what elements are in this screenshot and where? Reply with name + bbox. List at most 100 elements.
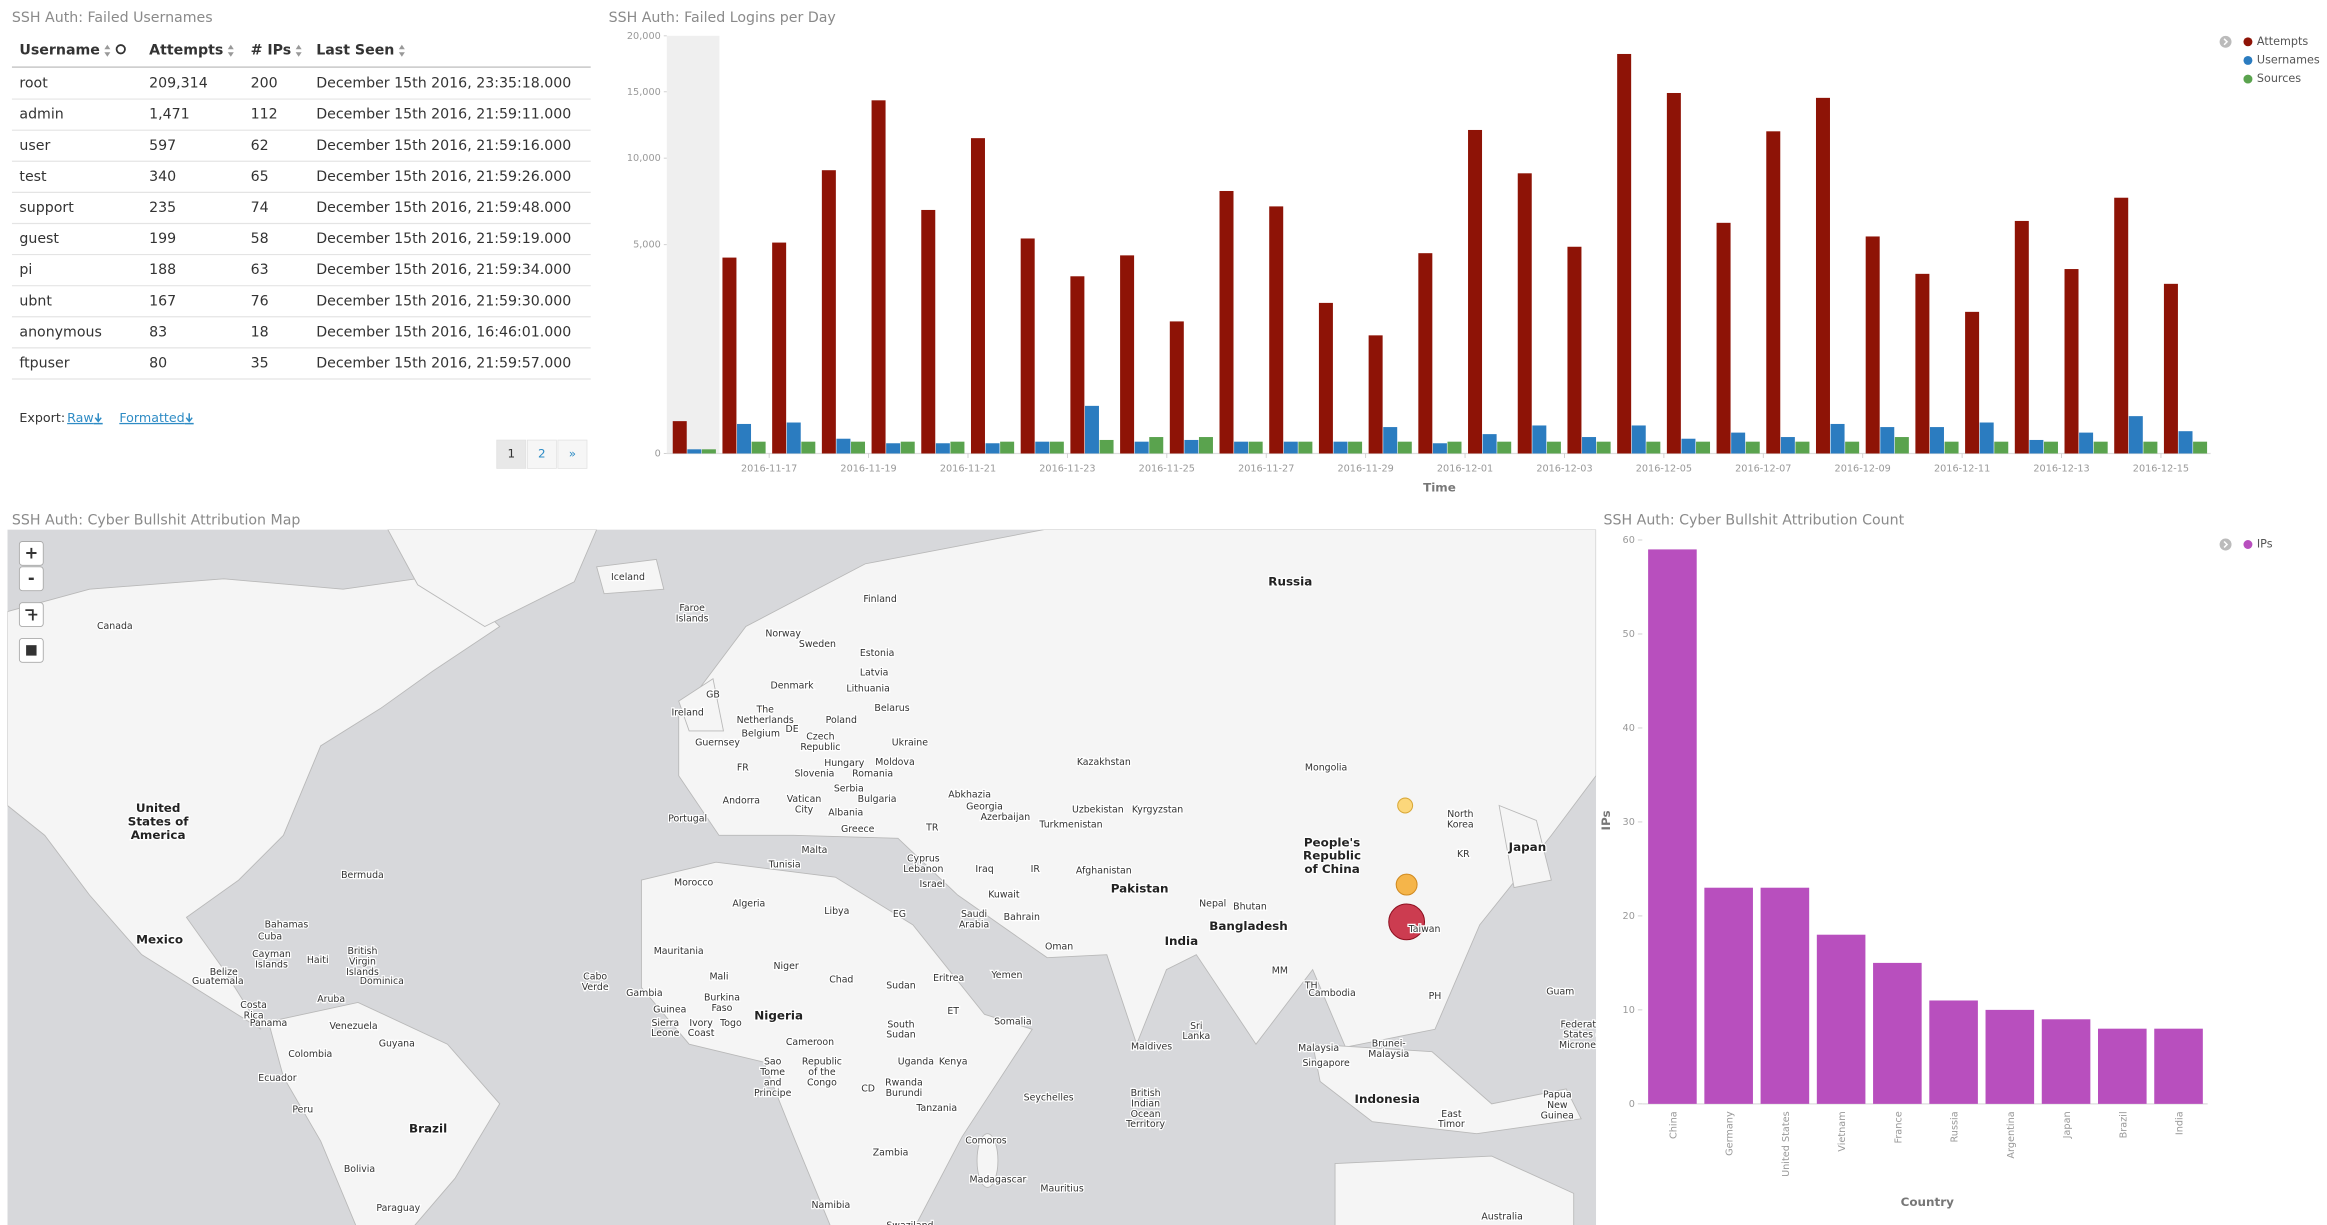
bar[interactable] [1468, 129, 1483, 454]
bar[interactable] [1497, 441, 1512, 454]
legend-toggle[interactable] [2219, 538, 2232, 551]
bar[interactable] [2043, 441, 2058, 454]
bar[interactable] [1582, 437, 1597, 454]
column-header[interactable]: Last Seen [316, 43, 394, 59]
bar[interactable] [1447, 441, 1462, 454]
export-link[interactable]: Raw [67, 410, 94, 425]
bar[interactable] [1020, 238, 1035, 454]
bar[interactable] [1248, 441, 1263, 454]
bar[interactable] [1184, 439, 1199, 454]
zoom-out-button[interactable] [18, 566, 44, 592]
bar[interactable] [1269, 206, 1284, 454]
bar[interactable] [1929, 1000, 1978, 1104]
bar[interactable] [1134, 441, 1149, 454]
bar[interactable] [2029, 439, 2044, 454]
legend-label[interactable]: Attempts [2257, 35, 2308, 48]
bar[interactable] [2041, 1019, 2091, 1104]
column-header[interactable]: Username [19, 43, 100, 59]
bar[interactable] [1745, 441, 1760, 454]
bar[interactable] [2178, 431, 2193, 454]
bar[interactable] [1666, 92, 1681, 454]
bar[interactable] [1994, 441, 2009, 454]
bar[interactable] [1704, 887, 1753, 1104]
bar[interactable] [950, 441, 965, 454]
bar[interactable] [886, 443, 901, 454]
bar[interactable] [1944, 441, 1959, 454]
bar[interactable] [1234, 441, 1249, 454]
bar[interactable] [1795, 441, 1810, 454]
page-button[interactable] [526, 439, 557, 469]
bar[interactable] [1760, 887, 1810, 1104]
bar[interactable] [970, 138, 985, 454]
bar[interactable] [1985, 1009, 2035, 1104]
bar[interactable] [1084, 405, 1099, 454]
legend-toggle[interactable] [2219, 35, 2232, 48]
map-marker[interactable] [1395, 873, 1418, 896]
bar[interactable] [1169, 321, 1184, 454]
page-button[interactable] [496, 439, 527, 469]
bar[interactable] [1646, 441, 1661, 454]
map[interactable]: IcelandCanadaRussiaFinlandFaroeIslandsNo… [7, 529, 1609, 1225]
bar[interactable] [1383, 427, 1398, 454]
bar[interactable] [2098, 1028, 2147, 1104]
bar[interactable] [2093, 441, 2108, 454]
bar[interactable] [737, 423, 752, 454]
bar[interactable] [1873, 962, 1922, 1104]
bar[interactable] [1532, 425, 1547, 454]
bar[interactable] [1546, 441, 1561, 454]
bar[interactable] [836, 438, 851, 454]
bar[interactable] [1648, 549, 1697, 1104]
bar[interactable] [801, 441, 816, 454]
map-marker[interactable] [1388, 903, 1426, 941]
bar[interactable] [1716, 222, 1731, 454]
bar[interactable] [1049, 441, 1064, 454]
bar[interactable] [2193, 441, 2208, 454]
bar[interactable] [786, 422, 801, 454]
bar[interactable] [751, 441, 766, 454]
legend-label[interactable]: Usernames [2257, 53, 2320, 66]
bar[interactable] [2128, 416, 2143, 454]
bar[interactable] [1929, 427, 1944, 454]
bar[interactable] [2079, 432, 2094, 454]
bar[interactable] [1070, 276, 1085, 454]
bar[interactable] [1333, 441, 1348, 454]
column-header[interactable]: # IPs [251, 43, 292, 59]
bar[interactable] [1894, 437, 1909, 454]
bar[interactable] [985, 443, 1000, 454]
bar[interactable] [821, 170, 836, 454]
bar[interactable] [701, 449, 716, 454]
bar[interactable] [1298, 441, 1313, 454]
bar[interactable] [1348, 441, 1363, 454]
bar[interactable] [1815, 97, 1830, 454]
bar[interactable] [1965, 311, 1980, 454]
bar[interactable] [687, 449, 702, 454]
bar[interactable] [2014, 220, 2029, 454]
bar[interactable] [1617, 53, 1632, 454]
page-button[interactable] [557, 439, 588, 469]
bar[interactable] [1915, 273, 1930, 454]
bar[interactable] [1099, 439, 1114, 454]
bar[interactable] [1149, 437, 1164, 454]
legend-label[interactable]: IPs [2257, 537, 2273, 550]
bar[interactable] [1368, 335, 1383, 454]
bar[interactable] [1318, 302, 1333, 454]
bar[interactable] [851, 441, 866, 454]
bar[interactable] [1780, 437, 1795, 454]
bar[interactable] [772, 242, 787, 454]
export-link[interactable]: Formatted [119, 410, 184, 425]
zoom-in-button[interactable] [18, 541, 44, 566]
bar[interactable] [1482, 434, 1497, 454]
bar[interactable] [1198, 437, 1213, 454]
bar[interactable] [900, 441, 915, 454]
bar[interactable] [1517, 173, 1532, 454]
bar[interactable] [1816, 934, 1866, 1104]
bar[interactable] [1979, 422, 1994, 454]
bar[interactable] [1731, 432, 1746, 454]
bar[interactable] [2064, 269, 2079, 454]
bar[interactable] [1845, 441, 1860, 454]
map-marker[interactable] [1397, 797, 1414, 814]
bar[interactable] [672, 421, 687, 454]
bar[interactable] [935, 443, 950, 454]
legend-label[interactable]: Sources [2257, 72, 2301, 85]
bar[interactable] [1865, 236, 1880, 454]
